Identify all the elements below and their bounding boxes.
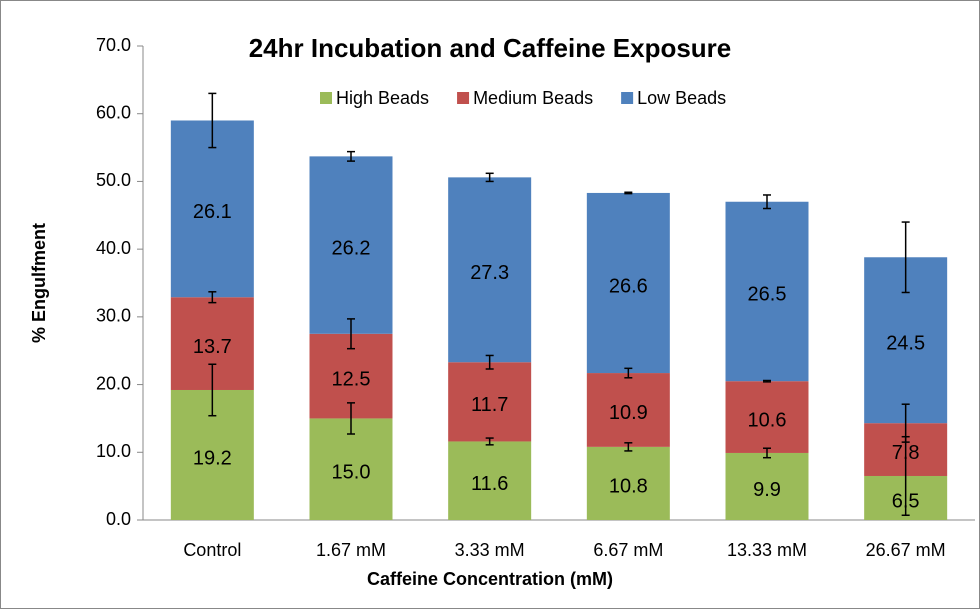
- bar-segment: [725, 381, 809, 453]
- chart-title: 24hr Incubation and Caffeine Exposure: [249, 33, 732, 63]
- legend-swatch: [621, 92, 634, 104]
- x-tick-label: 26.67 mM: [866, 540, 946, 560]
- y-tick-label: 60.0: [96, 102, 131, 122]
- y-tick-label: 50.0: [96, 170, 131, 190]
- value-label: 12.5: [332, 368, 371, 390]
- y-tick-label: 30.0: [96, 306, 131, 326]
- y-tick-label: 10.0: [96, 441, 131, 461]
- error-bar: [485, 437, 494, 446]
- value-label: 27.3: [470, 262, 509, 284]
- error-bar: [347, 318, 355, 350]
- bar-segment: [448, 441, 532, 520]
- bar-segment: [586, 373, 670, 447]
- y-tick-label: 0.0: [106, 509, 131, 529]
- error-bar: [485, 354, 494, 370]
- legend-label: Low Beads: [637, 88, 726, 108]
- y-axis-label: % Engulfment: [29, 223, 49, 343]
- bar-segment: [309, 156, 393, 334]
- value-label: 11.6: [471, 473, 508, 495]
- bar-segment: [725, 201, 809, 382]
- x-axis-label: Caffeine Concentration (mM): [367, 569, 613, 589]
- value-label: 13.7: [193, 336, 232, 358]
- error-bar: [763, 447, 771, 459]
- x-tick-label: 6.67 mM: [593, 540, 663, 560]
- x-tick-label: 3.33 mM: [455, 540, 525, 560]
- error-bar: [347, 402, 355, 435]
- value-label: 10.8: [609, 476, 648, 498]
- error-bar: [208, 92, 217, 149]
- bar-segment: [725, 452, 809, 520]
- value-label: 26.6: [609, 275, 648, 297]
- y-tick-label: 40.0: [96, 238, 131, 258]
- x-tick-label: 13.33 mM: [727, 540, 807, 560]
- value-label: 9.9: [753, 479, 781, 501]
- error-bar: [208, 291, 217, 304]
- value-label: 10.9: [609, 402, 648, 424]
- legend-swatch: [457, 92, 470, 104]
- value-label: 19.2: [193, 447, 232, 469]
- legend-swatch: [320, 92, 332, 104]
- value-label: 26.1: [193, 201, 232, 223]
- error-bar: [901, 403, 910, 443]
- error-bar: [624, 367, 633, 379]
- error-bar: [624, 191, 633, 195]
- error-bar: [208, 363, 217, 417]
- error-bar: [763, 194, 771, 210]
- bar-segment: [448, 362, 532, 442]
- legend-label: High Beads: [336, 88, 429, 108]
- bar-segment: [586, 192, 670, 374]
- error-bar: [763, 379, 771, 383]
- legend-label: Medium Beads: [473, 88, 593, 108]
- bar-segment: [309, 418, 393, 520]
- error-bar: [485, 172, 494, 183]
- bar-segment: [170, 120, 254, 298]
- error-bar: [624, 442, 633, 452]
- error-bar: [347, 150, 355, 162]
- value-label: 24.5: [886, 332, 925, 354]
- value-label: 11.7: [471, 394, 508, 416]
- value-label: 26.5: [748, 284, 787, 306]
- value-label: 15.0: [332, 461, 371, 483]
- value-label: 26.2: [332, 237, 371, 259]
- y-tick-label: 70.0: [96, 35, 131, 55]
- bar-segment: [586, 446, 670, 520]
- bar-segment: [448, 177, 532, 363]
- x-tick-label: 1.67 mM: [316, 540, 386, 560]
- error-bar: [901, 221, 910, 294]
- x-tick-label: Control: [183, 540, 241, 560]
- value-label: 10.6: [748, 409, 787, 431]
- y-tick-label: 20.0: [96, 373, 131, 393]
